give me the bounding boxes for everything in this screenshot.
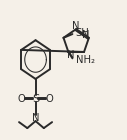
Text: NH₂: NH₂ (76, 55, 95, 65)
Text: N: N (32, 113, 39, 123)
Text: O: O (46, 94, 54, 104)
Text: O: O (18, 94, 25, 104)
Text: N: N (82, 30, 90, 40)
Text: N: N (67, 50, 74, 60)
Text: S: S (32, 94, 39, 104)
Text: SH: SH (75, 28, 89, 38)
Text: N: N (72, 21, 80, 31)
